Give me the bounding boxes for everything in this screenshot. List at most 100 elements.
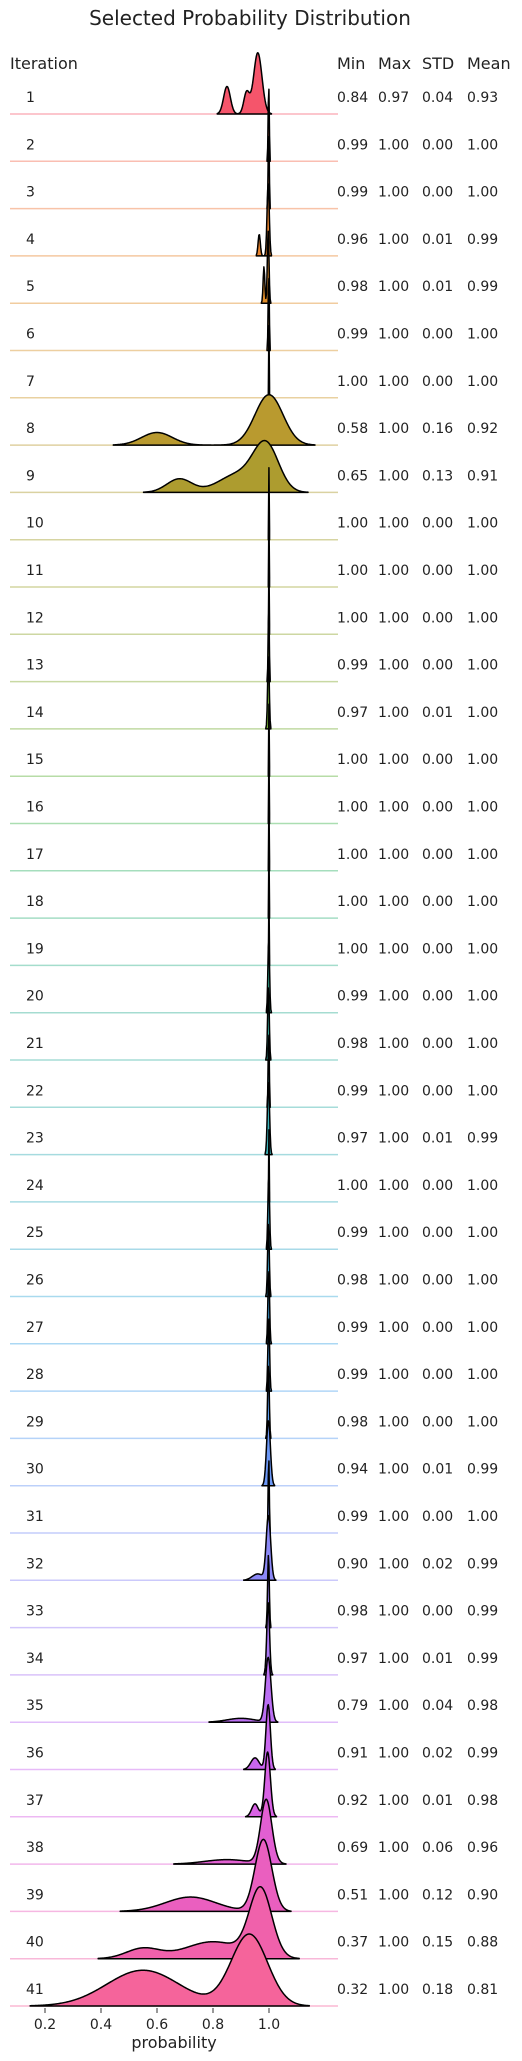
- stat-std: 0.00: [422, 989, 453, 1005]
- stat-mean: 1.00: [467, 941, 498, 957]
- stat-std: 0.01: [422, 1793, 453, 1809]
- stat-max: 1.00: [378, 1083, 409, 1099]
- row-label: 38: [26, 1840, 44, 1856]
- stat-std: 0.01: [422, 1462, 453, 1478]
- ridge-row: 38 0.69 1.00 0.06 0.96: [10, 1798, 498, 1865]
- density-ridge: [244, 1751, 278, 1818]
- stat-std: 0.01: [422, 279, 453, 295]
- stat-std: 0.01: [422, 1131, 453, 1147]
- stat-min: 0.69: [337, 1840, 368, 1856]
- stat-min: 0.99: [337, 1367, 368, 1383]
- row-label: 15: [26, 752, 44, 768]
- stat-min: 0.84: [337, 90, 368, 106]
- row-label: 10: [26, 516, 44, 532]
- stat-mean: 1.00: [467, 658, 498, 674]
- stat-max: 1.00: [378, 1320, 409, 1336]
- density-ridge: [216, 52, 273, 115]
- stat-mean: 0.99: [467, 1556, 498, 1572]
- row-label: 16: [26, 800, 44, 816]
- stat-min: 0.98: [337, 279, 368, 295]
- stat-mean: 0.92: [467, 421, 498, 437]
- row-label: 27: [26, 1320, 44, 1336]
- density-ridge: [119, 1838, 292, 1913]
- stat-max: 1.00: [378, 1840, 409, 1856]
- stat-max: 1.00: [378, 1367, 409, 1383]
- stat-min: 0.99: [337, 1083, 368, 1099]
- stat-max: 1.00: [378, 752, 409, 768]
- ridge-row: 9 0.65 1.00 0.13 0.91: [10, 439, 498, 494]
- stat-min: 1.00: [337, 563, 368, 579]
- row-label: 14: [26, 705, 44, 721]
- ridge-row: 26 0.98 1.00 0.00 1.00: [10, 1223, 498, 1298]
- row-label: 12: [26, 610, 44, 626]
- row-label: 26: [26, 1273, 44, 1289]
- ridge-row: 20 0.99 1.00 0.00 1.00: [10, 939, 498, 1014]
- stat-max: 1.00: [378, 1698, 409, 1714]
- stat-min: 0.99: [337, 1225, 368, 1241]
- stat-min: 0.65: [337, 468, 368, 484]
- stat-max: 1.00: [378, 516, 409, 532]
- stat-mean: 1.00: [467, 137, 498, 153]
- stat-max: 1.00: [378, 941, 409, 957]
- stat-max: 1.00: [378, 1036, 409, 1052]
- stat-mean: 0.99: [467, 232, 498, 248]
- stat-mean: 1.00: [467, 374, 498, 390]
- row-label: 31: [26, 1509, 44, 1525]
- density-ridge: [242, 1514, 277, 1582]
- ridge-row: 29 0.98 1.00 0.00 1.00: [10, 1365, 498, 1440]
- stat-mean: 0.98: [467, 1793, 498, 1809]
- stat-mean: 0.90: [467, 1887, 498, 1903]
- stat-max: 1.00: [378, 374, 409, 390]
- row-label: 23: [26, 1131, 44, 1147]
- row-label: 5: [26, 279, 35, 295]
- ridge-row: 13 0.99 1.00 0.00 1.00: [10, 608, 498, 683]
- stat-mean: 1.00: [467, 1273, 498, 1289]
- stat-min: 0.97: [337, 705, 368, 721]
- row-header: Iteration: [10, 54, 78, 73]
- stat-std: 0.00: [422, 1036, 453, 1052]
- stat-max: 1.00: [378, 989, 409, 1005]
- stat-std: 0.00: [422, 941, 453, 957]
- ridge-row: 2 0.99 1.00 0.00 1.00: [10, 88, 498, 163]
- stat-mean: 1.00: [467, 1178, 498, 1194]
- stat-std: 0.16: [422, 421, 453, 437]
- ridge-row: 6 0.99 1.00 0.00 1.00: [10, 277, 498, 352]
- stat-min: 0.91: [337, 1746, 368, 1762]
- stat-max: 1.00: [378, 1178, 409, 1194]
- stat-max: 1.00: [378, 279, 409, 295]
- stat-max: 1.00: [378, 563, 409, 579]
- density-ridge: [261, 1420, 276, 1487]
- stat-mean: 1.00: [467, 752, 498, 768]
- stat-min: 1.00: [337, 610, 368, 626]
- stat-mean: 0.93: [467, 90, 498, 106]
- stat-max: 1.00: [378, 705, 409, 721]
- stat-max: 1.00: [378, 1462, 409, 1478]
- stat-min: 1.00: [337, 894, 368, 910]
- stat-std: 0.15: [422, 1935, 453, 1951]
- stat-mean: 0.99: [467, 1746, 498, 1762]
- stat-max: 1.00: [378, 1604, 409, 1620]
- stat-std: 0.01: [422, 1651, 453, 1667]
- stat-min: 0.99: [337, 327, 368, 343]
- stat-max: 1.00: [378, 468, 409, 484]
- stat-std: 0.00: [422, 1367, 453, 1383]
- ridge-row: 28 0.99 1.00 0.00 1.00: [10, 1318, 498, 1392]
- stat-mean: 1.00: [467, 1225, 498, 1241]
- stat-max: 1.00: [378, 1414, 409, 1430]
- stat-header-std: STD: [422, 54, 454, 73]
- stat-std: 0.00: [422, 1509, 453, 1525]
- row-label: 6: [26, 327, 35, 343]
- stat-header-min: Min: [337, 54, 365, 73]
- ridge-row: 18 1.00 1.00 0.00 1.00: [10, 845, 498, 919]
- stat-mean: 0.99: [467, 1604, 498, 1620]
- stat-min: 0.97: [337, 1131, 368, 1147]
- row-label: 9: [26, 468, 35, 484]
- row-label: 39: [26, 1887, 44, 1903]
- stat-mean: 1.00: [467, 1509, 498, 1525]
- stat-min: 0.99: [337, 185, 368, 201]
- ridge-row: 39 0.51 1.00 0.12 0.90: [10, 1838, 498, 1913]
- stat-std: 0.13: [422, 468, 453, 484]
- stat-min: 0.90: [337, 1556, 368, 1572]
- x-tick-label: 1.0: [258, 2017, 280, 2033]
